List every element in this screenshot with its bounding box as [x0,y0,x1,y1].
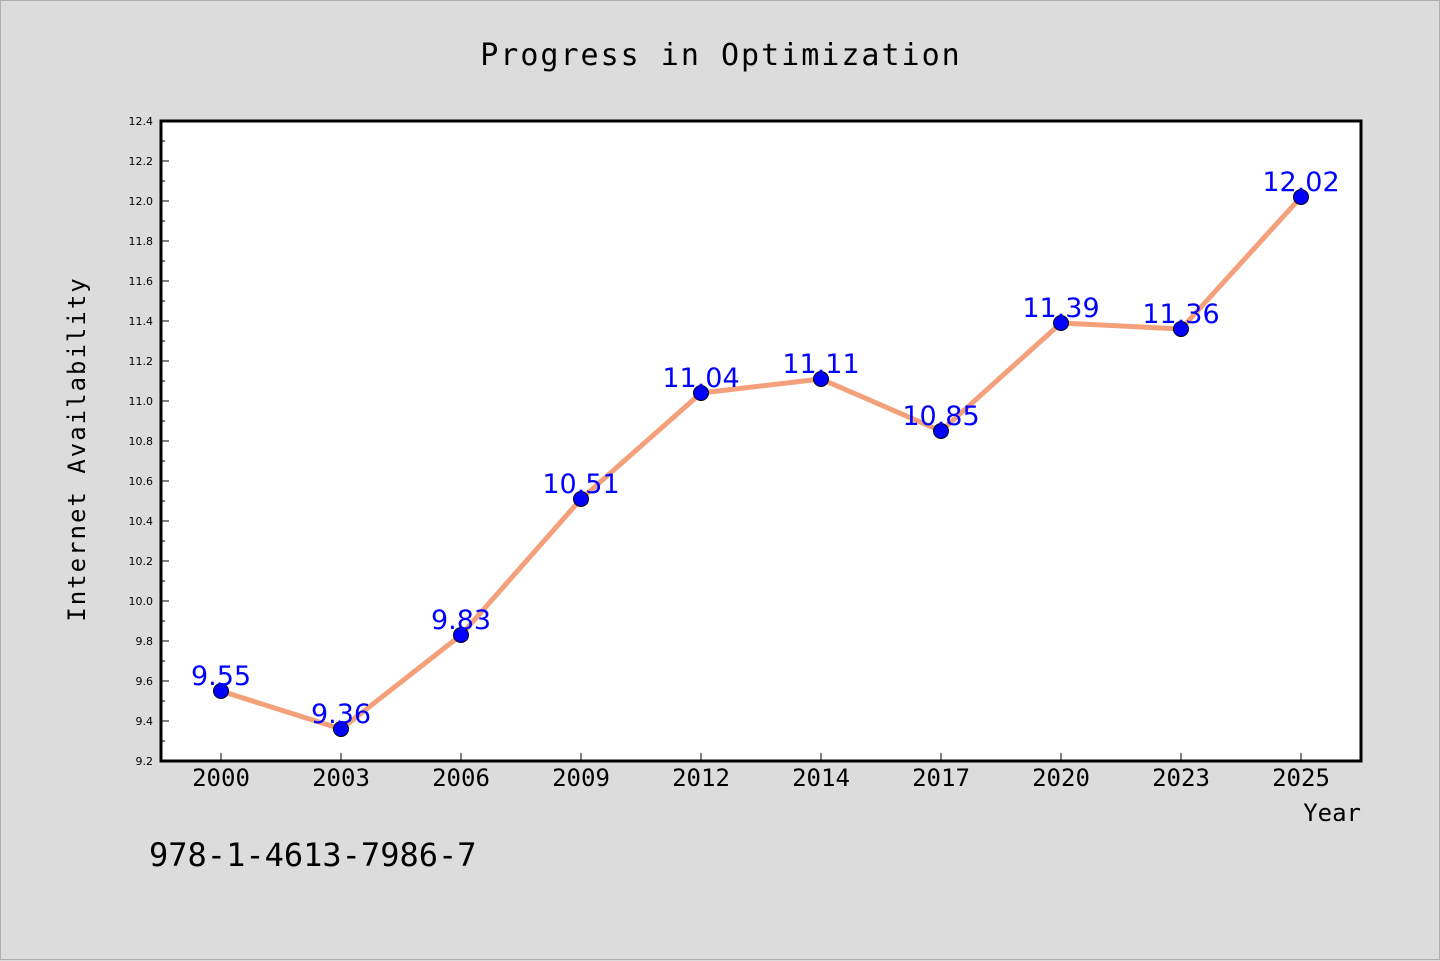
data-point [453,627,469,643]
plot-area [159,119,1363,763]
data-point [213,683,229,699]
x-tick-label: 2009 [552,764,610,792]
data-label: 11.39 [1022,293,1099,324]
data-label: 12.02 [1262,167,1339,198]
data-point [1173,321,1189,337]
series-line-group: 9.55 9.36 9.83 10.51 11.04 11.11 10.85 11.39 11.… [191,167,1340,737]
x-tick-label: 2012 [672,764,730,792]
data-label: 9.36 [311,699,371,730]
y-tick-label: 9.4 [136,715,154,728]
data-label: 9.55 [191,661,251,692]
x-tick-label: 2025 [1272,764,1330,792]
x-tick-label: 2003 [312,764,370,792]
y-tick-label: 11.0 [129,395,154,408]
y-tick-label: 11.4 [129,315,154,328]
data-point [1053,315,1069,331]
x-axis: 2000 2003 2006 2009 2012 2014 2017 2020 2023 2025 [192,753,1330,792]
y-tick-label: 10.0 [129,595,154,608]
x-tick-label: 2023 [1152,764,1210,792]
x-tick-label: 2020 [1032,764,1090,792]
x-tick-label: 2014 [792,764,850,792]
data-point [573,491,589,507]
data-point [333,721,349,737]
y-tick-label: 11.2 [129,355,154,368]
data-label: 11.36 [1142,299,1219,330]
y-tick-label: 9.2 [136,755,154,768]
y-axis-label: Internet Availability [63,276,91,621]
data-label: 9.83 [431,605,491,636]
y-tick-label: 12.0 [129,195,154,208]
y-tick-label: 12.4 [129,115,154,128]
x-tick-label: 2000 [192,764,250,792]
y-tick-label: 9.6 [136,675,154,688]
data-point [813,371,829,387]
y-tick-label: 9.8 [136,635,154,648]
y-tick-label: 11.8 [129,235,154,248]
data-point [933,423,949,439]
y-tick-label: 10.2 [129,555,154,568]
x-tick-label: 2017 [912,764,970,792]
data-label: 10.85 [902,401,979,432]
y-tick-label: 11.6 [129,275,154,288]
x-axis-label: Year [1303,799,1361,827]
y-tick-label: 12.2 [129,155,154,168]
y-axis: 9.2 9.4 9.6 9.8 10.0 10.2 10.4 10.6 10.8 11.0 11.2… [129,115,169,768]
chart-title: Progress in Optimization [480,38,961,73]
isbn-annotation: 978-1-4613-7986-7 [149,836,477,874]
data-label: 11.04 [662,363,739,394]
data-label: 11.11 [782,349,859,380]
x-tick-label: 2006 [432,764,490,792]
y-tick-label: 10.8 [129,435,154,448]
y-tick-label: 10.4 [129,515,154,528]
data-point [1293,189,1309,205]
data-label: 10.51 [542,469,619,500]
data-point [693,385,709,401]
series-line [218,194,1304,732]
y-tick-label: 10.6 [129,475,154,488]
